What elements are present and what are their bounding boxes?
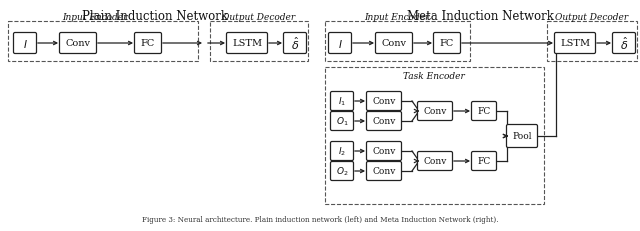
Text: Conv: Conv bbox=[65, 39, 90, 48]
FancyBboxPatch shape bbox=[227, 33, 268, 54]
Text: FC: FC bbox=[477, 157, 491, 166]
Text: Conv: Conv bbox=[372, 97, 396, 106]
Text: FC: FC bbox=[440, 39, 454, 48]
Text: $O_1$: $O_1$ bbox=[336, 115, 348, 128]
FancyBboxPatch shape bbox=[417, 102, 452, 121]
FancyBboxPatch shape bbox=[367, 112, 401, 131]
Text: Figure 3: Neural architecture. Plain induction network (left) and Meta Induction: Figure 3: Neural architecture. Plain ind… bbox=[141, 215, 499, 223]
FancyBboxPatch shape bbox=[13, 33, 36, 54]
Text: Output Decoder: Output Decoder bbox=[223, 13, 296, 22]
Text: $\hat{\delta}$: $\hat{\delta}$ bbox=[291, 36, 299, 52]
Text: $\hat{\delta}$: $\hat{\delta}$ bbox=[620, 36, 628, 52]
Text: Plain Induction Network: Plain Induction Network bbox=[82, 10, 228, 23]
FancyBboxPatch shape bbox=[367, 92, 401, 111]
FancyBboxPatch shape bbox=[367, 142, 401, 161]
Bar bbox=[325, 22, 470, 62]
Text: $I$: $I$ bbox=[338, 38, 342, 50]
Text: Pool: Pool bbox=[512, 132, 532, 141]
Text: $O_2$: $O_2$ bbox=[336, 165, 348, 177]
Text: Conv: Conv bbox=[372, 147, 396, 156]
Text: Input Encoder: Input Encoder bbox=[364, 13, 429, 22]
Text: Conv: Conv bbox=[372, 167, 396, 176]
Text: Conv: Conv bbox=[423, 107, 447, 116]
FancyBboxPatch shape bbox=[433, 33, 461, 54]
Text: FC: FC bbox=[477, 107, 491, 116]
FancyBboxPatch shape bbox=[284, 33, 307, 54]
Bar bbox=[8, 22, 198, 62]
Text: Input Encoder: Input Encoder bbox=[62, 13, 128, 22]
Text: Conv: Conv bbox=[381, 39, 406, 48]
FancyBboxPatch shape bbox=[367, 162, 401, 181]
FancyBboxPatch shape bbox=[376, 33, 413, 54]
FancyBboxPatch shape bbox=[472, 152, 497, 171]
Text: LSTM: LSTM bbox=[560, 39, 590, 48]
FancyBboxPatch shape bbox=[330, 162, 353, 181]
FancyBboxPatch shape bbox=[330, 142, 353, 161]
FancyBboxPatch shape bbox=[330, 92, 353, 111]
Text: FC: FC bbox=[141, 39, 155, 48]
Bar bbox=[210, 22, 308, 62]
FancyBboxPatch shape bbox=[134, 33, 161, 54]
FancyBboxPatch shape bbox=[60, 33, 97, 54]
FancyBboxPatch shape bbox=[506, 125, 538, 148]
FancyBboxPatch shape bbox=[328, 33, 351, 54]
Bar bbox=[547, 22, 637, 62]
FancyBboxPatch shape bbox=[330, 112, 353, 131]
Text: LSTM: LSTM bbox=[232, 39, 262, 48]
Text: $I$: $I$ bbox=[22, 38, 28, 50]
FancyBboxPatch shape bbox=[554, 33, 595, 54]
FancyBboxPatch shape bbox=[472, 102, 497, 121]
Text: Task Encoder: Task Encoder bbox=[403, 72, 465, 81]
FancyBboxPatch shape bbox=[417, 152, 452, 171]
Text: Conv: Conv bbox=[372, 117, 396, 126]
Text: Conv: Conv bbox=[423, 157, 447, 166]
Text: Output Decoder: Output Decoder bbox=[556, 13, 628, 22]
Text: $I_2$: $I_2$ bbox=[338, 145, 346, 158]
FancyBboxPatch shape bbox=[612, 33, 636, 54]
Text: $I_1$: $I_1$ bbox=[338, 95, 346, 108]
Text: Meta Induction Network: Meta Induction Network bbox=[406, 10, 554, 23]
Bar bbox=[325, 68, 544, 204]
